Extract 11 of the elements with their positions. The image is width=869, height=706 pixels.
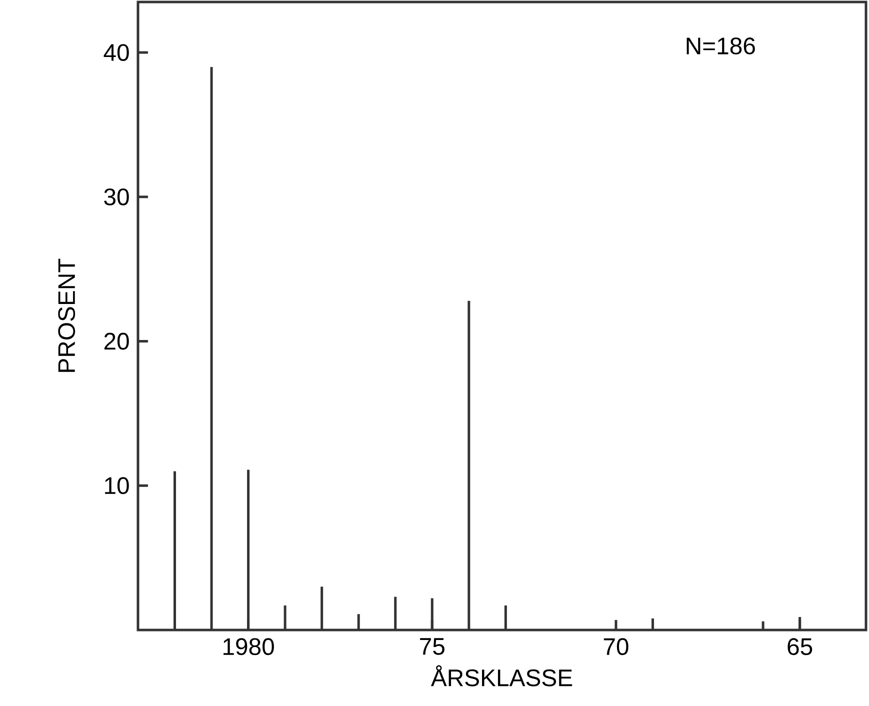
- x-tick-label: 75: [420, 638, 444, 655]
- x-tick-label: 1980: [224, 638, 274, 656]
- x-axis-title: ÅRSKLASSE: [430, 665, 572, 686]
- x-tick-label: 65: [788, 638, 812, 656]
- x-tick-label: 70: [604, 638, 628, 656]
- y-tick-label: 10: [105, 477, 129, 494]
- annotation: N=186: [686, 38, 755, 54]
- y-tick-label: 40: [104, 44, 129, 61]
- y-axis-title: PROSENT: [58, 258, 76, 372]
- y-tick-label: 20: [104, 332, 129, 350]
- y-tick-label: 30: [104, 188, 129, 206]
